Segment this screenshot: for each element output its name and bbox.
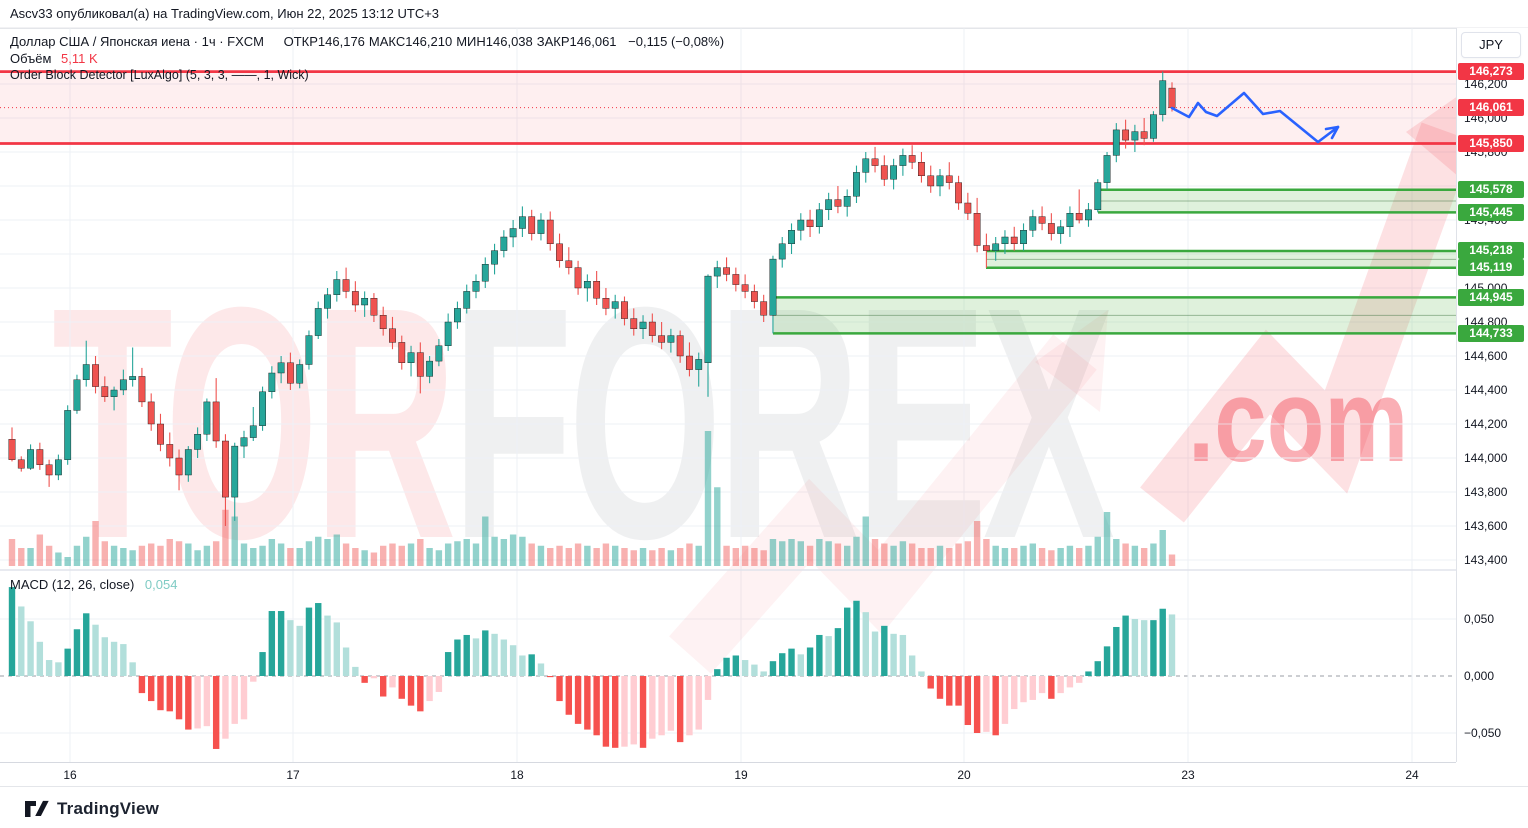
ohlc-item: ОТКР146,176 [283,34,365,49]
bullish-order-block [773,297,1456,334]
projection-arrow [1170,91,1340,144]
orderblock-indicator-legend[interactable]: Order Block Detector [LuxAlgo] (5, 3, 3,… [10,68,309,82]
symbol-legend[interactable]: Доллар США / Японская иена · 1ч · FXCM О… [10,34,728,49]
time-tick-label: 17 [286,768,300,782]
price-tick: 144,000 [1464,451,1508,465]
macd-tick: 0,000 [1464,669,1495,683]
price-tick: 144,200 [1464,417,1508,431]
change-value: −0,115 (−0,08%) [628,34,725,49]
macd-tick: 0,050 [1464,612,1495,626]
ohlc-values: ОТКР146,176 МАКС146,210 МИН146,038 ЗАКР146,… [284,34,621,49]
price-label-badge: 145,218 [1458,242,1524,260]
price-axis[interactable]: JPY 146,200146,000145,800145,600145,4001… [1456,28,1528,762]
watermark-arrows [669,82,1478,674]
price-tick: 144,600 [1464,349,1508,363]
candles-layer [8,71,1176,526]
price-label-badge: 145,850 [1458,135,1524,152]
ohlc-item: ЗАКР146,061 [536,34,617,49]
price-tick: 144,400 [1464,383,1508,397]
volume-layer [8,431,1176,566]
volume-label: Объём [10,51,52,66]
tradingview-logo-text: TradingView [57,799,160,818]
volume-legend[interactable]: Объём 5,11 K [10,51,98,66]
price-label-badge: 146,061 [1458,99,1524,117]
tradingview-logo-icon [25,800,49,817]
ohlc-item: МАКС146,210 [368,34,453,49]
time-tick-label: 20 [957,768,971,782]
macd-layer [8,587,1176,749]
grid-layer [0,28,1456,762]
time-tick-label: 16 [63,768,77,782]
symbol-title: Доллар США / Японская иена · 1ч · FXCM [10,34,264,49]
price-tick: 143,800 [1464,485,1508,499]
time-axis[interactable]: 16 17 18 19 20 23 24 [0,762,1456,787]
currency-button[interactable]: JPY [1461,32,1521,58]
time-tick-label: 24 [1405,768,1419,782]
price-label-badge: 144,733 [1458,324,1524,342]
macd-params: (12, 26, close) [51,577,135,592]
time-tick-label: 19 [734,768,748,782]
bullish-order-block [1098,189,1456,213]
price-label-badge: 146,273 [1458,63,1524,81]
price-tick: 143,600 [1464,519,1508,533]
price-tick: 146,200 [1464,77,1508,91]
macd-tick: −0,050 [1464,726,1502,740]
macd-legend[interactable]: MACD (12, 26, close) 0,054 [10,577,177,592]
price-label-badge: 145,578 [1458,181,1524,199]
time-tick-label: 18 [510,768,524,782]
bullish-order-block [986,250,1456,268]
price-tick: 143,400 [1464,553,1508,567]
watermark-text: TORFOREX [52,238,1115,607]
price-label-badge: 145,119 [1458,259,1524,277]
ohlc-item: МИН146,038 [456,34,533,49]
time-tick-label: 23 [1181,768,1195,782]
footer-bar: TradingView [0,786,1528,828]
macd-label: MACD [10,577,49,592]
publisher-text: Ascv33 опубликовал(а) на TradingView.com… [10,6,440,21]
volume-value: 5,11 K [61,51,98,66]
order-block-zones [0,70,1456,335]
price-label-badge: 144,945 [1458,288,1524,306]
price-label-badge: 145,445 [1458,203,1524,221]
watermark-com: .com [1188,355,1409,487]
macd-value: 0,054 [144,577,178,592]
tradingview-logo[interactable]: TradingView [24,798,159,820]
